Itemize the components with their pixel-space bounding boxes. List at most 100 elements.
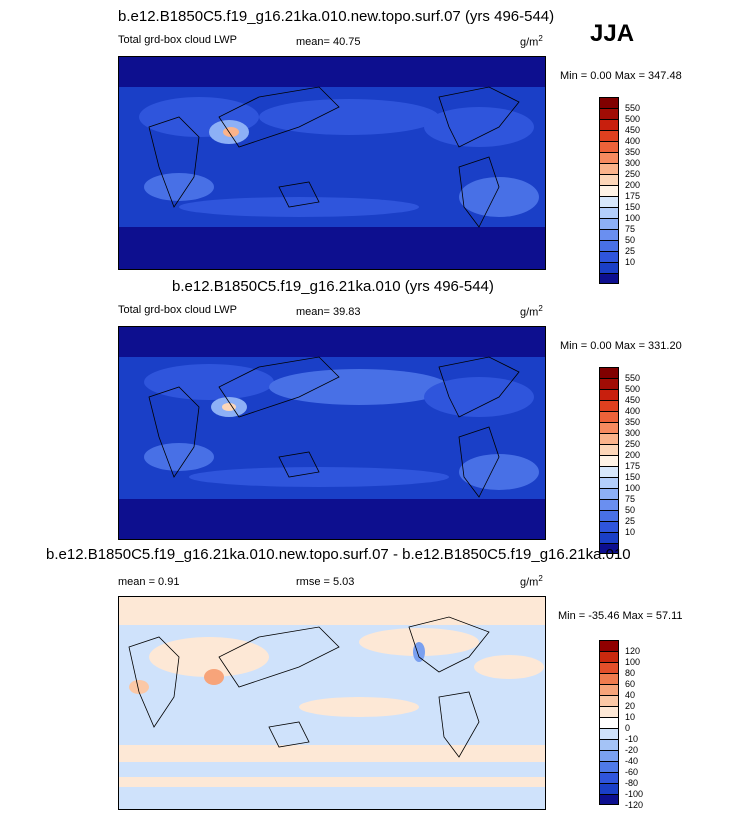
colorbar-label: 25: [625, 516, 636, 526]
colorbar-cell: 20: [599, 695, 635, 711]
colorbar-cell: -60: [599, 761, 638, 777]
colorbar-cell: 350: [599, 141, 640, 157]
colorbar-cell: 75: [599, 488, 635, 504]
colorbar-label: -60: [625, 767, 639, 777]
colorbar-label: 175: [625, 461, 641, 471]
panel3-rmse: rmse = 5.03: [296, 576, 355, 588]
colorbar-cell: 25: [599, 510, 635, 526]
colorbar-label: 40: [625, 690, 636, 700]
colorbar-cell: 25: [599, 240, 635, 256]
colorbar-cell: 100: [599, 477, 640, 493]
colorbar-cell: [599, 273, 619, 284]
colorbar-cell: [599, 532, 619, 543]
colorbar-cell: 60: [599, 673, 635, 689]
colorbar-cell: 550: [599, 367, 640, 383]
colorbar-cell: 50: [599, 229, 635, 245]
colorbar-label: 75: [625, 494, 636, 504]
colorbar-cell: 175: [599, 455, 640, 471]
colorbar-label: 10: [625, 257, 636, 267]
season-label: JJA: [590, 20, 635, 47]
colorbar-label: 100: [625, 657, 641, 667]
colorbar-cell: 250: [599, 433, 640, 449]
colorbar-cell: 150: [599, 466, 640, 482]
colorbar-label: 350: [625, 417, 641, 427]
colorbar-cell: 175: [599, 185, 640, 201]
panel1-minmax: Min = 0.00 Max = 347.48: [560, 70, 682, 82]
colorbar-label: 200: [625, 180, 641, 190]
colorbar-cell: -120: [599, 794, 643, 810]
colorbar-cell: 450: [599, 389, 640, 405]
colorbar-cell: [599, 543, 619, 554]
colorbar-label: 75: [625, 224, 636, 234]
colorbar-label: 20: [625, 701, 636, 711]
colorbar-cell: 200: [599, 444, 640, 460]
panel2-field-label: Total grd-box cloud LWP: [118, 304, 238, 316]
colorbar-label: 80: [625, 668, 636, 678]
panel1-map-svg: [119, 57, 545, 269]
colorbar-cell: -80: [599, 772, 638, 788]
panel2-colorbar: 550 500 450 400 350 300 250 200 175 150 100 75 50 25 1…: [599, 367, 640, 554]
colorbar-cell: 550: [599, 97, 640, 113]
panel2-mean: mean= 39.83: [296, 306, 361, 318]
panel1-colorbar: 550 500 450 400 350 300 250 200 175 150 100 75 50 25 1…: [599, 97, 640, 284]
colorbar-cell: -40: [599, 750, 638, 766]
colorbar-cell: 250: [599, 163, 640, 179]
panel2-title: b.e12.B1850C5.f19_g16.21ka.010 (yrs 496-…: [172, 278, 494, 295]
panel3-minmax: Min = -35.46 Max = 57.11: [558, 610, 683, 622]
panel3-mean: mean = 0.91: [118, 576, 180, 588]
colorbar-cell: 500: [599, 378, 640, 394]
colorbar-label: 300: [625, 428, 641, 438]
colorbar-label: 100: [625, 483, 641, 493]
colorbar-cell: [599, 262, 619, 273]
panel3-colorbar: 120 100 80 60 40 20 10 0 -10 -20 -40 -60 -80 -100 -120: [599, 640, 643, 810]
colorbar-cell: 100: [599, 207, 640, 223]
colorbar-label: -80: [625, 778, 639, 788]
colorbar-cell: 350: [599, 411, 640, 427]
panel3-map: [118, 596, 546, 810]
panel2-minmax: Min = 0.00 Max = 331.20: [560, 340, 682, 352]
panel2-units: g/m2: [520, 304, 543, 319]
colorbar-cell: -10: [599, 728, 638, 744]
colorbar-cell: 500: [599, 108, 640, 124]
colorbar-cell: 120: [599, 640, 640, 656]
panel1-mean: mean= 40.75: [296, 36, 361, 48]
panel2-map: [118, 326, 546, 540]
colorbar-cell: 450: [599, 119, 640, 135]
colorbar-cell: 300: [599, 152, 640, 168]
colorbar-label: 550: [625, 103, 641, 113]
colorbar-label: -40: [625, 756, 639, 766]
colorbar-cell: 75: [599, 218, 635, 234]
colorbar-label: 10: [625, 712, 636, 722]
colorbar-label: 250: [625, 439, 641, 449]
colorbar-label: 60: [625, 679, 636, 689]
colorbar-label: 400: [625, 406, 641, 416]
colorbar-cell: 50: [599, 499, 635, 515]
colorbar-label: 200: [625, 450, 641, 460]
colorbar-cell: 40: [599, 684, 635, 700]
colorbar-cell: -100: [599, 783, 643, 799]
panel3-map-svg: [119, 597, 545, 809]
colorbar-cell: 0: [599, 717, 630, 733]
panel3-title: b.e12.B1850C5.f19_g16.21ka.010.new.topo.…: [46, 546, 631, 563]
panel2-map-svg: [119, 327, 545, 539]
panel1-field-label: Total grd-box cloud LWP: [118, 34, 238, 46]
panel1-title: b.e12.B1850C5.f19_g16.21ka.010.new.topo.…: [118, 8, 555, 25]
colorbar-cell: 80: [599, 662, 635, 678]
colorbar-cell: 10: [599, 251, 635, 267]
colorbar-label: 500: [625, 384, 641, 394]
colorbar-cell: 400: [599, 400, 640, 416]
colorbar-label: -10: [625, 734, 639, 744]
colorbar-cell: -20: [599, 739, 638, 755]
colorbar-cell: 10: [599, 706, 635, 722]
colorbar-cell: 10: [599, 521, 635, 537]
colorbar-label: -100: [625, 789, 644, 799]
colorbar-label: 400: [625, 136, 641, 146]
colorbar-label: 0: [625, 723, 631, 733]
colorbar-label: 550: [625, 373, 641, 383]
panel1-units: g/m2: [520, 34, 543, 49]
panel3-units: g/m2: [520, 574, 543, 589]
colorbar-cell: 150: [599, 196, 640, 212]
colorbar-label: 10: [625, 527, 636, 537]
colorbar-label: -20: [625, 745, 639, 755]
colorbar-label: 300: [625, 158, 641, 168]
